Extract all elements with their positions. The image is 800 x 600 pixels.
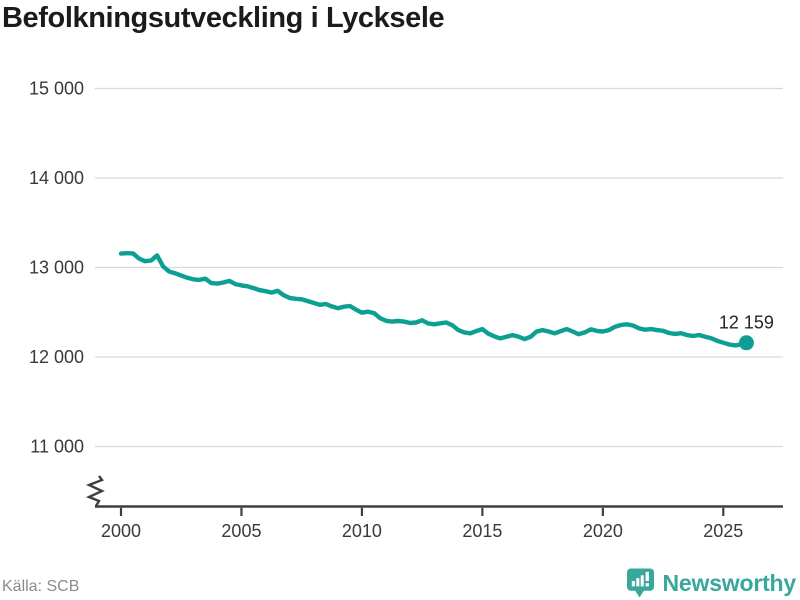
y-axis-tick-label: 12 000 [29,347,84,367]
x-axis-tick-label: 2025 [703,521,743,541]
x-axis-tick-label: 2005 [221,521,261,541]
x-axis-tick-label: 2015 [462,521,502,541]
logo-bars-glyph [631,571,649,587]
end-value-label: 12 159 [719,312,774,332]
y-axis-break-zigzag-icon [85,475,105,507]
newsworthy-logo: Newsworthy [626,568,797,598]
y-axis-tick-label: 11 000 [30,437,84,457]
y-axis-tick-label: 14 000 [29,168,84,188]
y-axis-tick-label: 15 000 [29,79,84,99]
y-axis-tick-label: 13 000 [29,258,84,278]
series-endpoint-dot [738,335,754,351]
x-axis-tick-label: 2000 [101,521,141,541]
x-axis-tick-label: 2020 [583,521,623,541]
population-series-line [118,250,749,348]
newsworthy-wordmark: Newsworthy [662,569,797,596]
chart-title: Befolkningsutveckling i Lycksele [2,2,445,34]
source-label: Källa: SCB [2,578,80,595]
x-axis-tick-label: 2010 [342,521,382,541]
newsworthy-pin-barchart-icon [626,568,654,598]
